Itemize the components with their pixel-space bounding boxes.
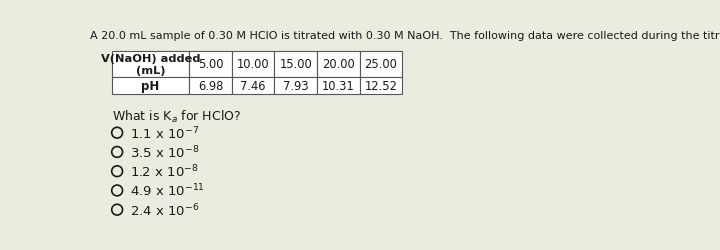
Text: 4.9 x 10$^{-11}$: 4.9 x 10$^{-11}$ <box>130 182 205 199</box>
Bar <box>189 78 232 94</box>
Bar <box>189 52 232 78</box>
Bar <box>274 78 317 94</box>
Bar <box>274 52 317 78</box>
Bar <box>232 52 274 78</box>
Bar <box>317 52 360 78</box>
Text: 3.5 x 10$^{-8}$: 3.5 x 10$^{-8}$ <box>130 144 199 160</box>
Text: 2.4 x 10$^{-6}$: 2.4 x 10$^{-6}$ <box>130 202 199 218</box>
Text: pH: pH <box>141 80 160 92</box>
Text: 6.98: 6.98 <box>198 80 223 92</box>
Bar <box>112 52 189 78</box>
Text: 15.00: 15.00 <box>279 58 312 71</box>
Text: A 20.0 mL sample of 0.30 M HClO is titrated with 0.30 M NaOH.  The following dat: A 20.0 mL sample of 0.30 M HClO is titra… <box>90 31 720 41</box>
Bar <box>112 78 189 94</box>
Bar <box>232 78 274 94</box>
Text: What is K$_a$ for HClO?: What is K$_a$ for HClO? <box>112 108 240 124</box>
Text: 7.46: 7.46 <box>240 80 266 92</box>
Text: V(NaOH) added
(mL): V(NaOH) added (mL) <box>101 53 200 76</box>
Text: 25.00: 25.00 <box>364 58 397 71</box>
Bar <box>317 78 360 94</box>
Text: 1.2 x 10$^{-8}$: 1.2 x 10$^{-8}$ <box>130 163 199 180</box>
Text: 20.00: 20.00 <box>322 58 355 71</box>
Text: 7.93: 7.93 <box>283 80 309 92</box>
Text: 5.00: 5.00 <box>198 58 223 71</box>
Text: 12.52: 12.52 <box>364 80 397 92</box>
Bar <box>360 78 402 94</box>
Text: 10.31: 10.31 <box>322 80 355 92</box>
Text: 10.00: 10.00 <box>237 58 269 71</box>
Bar <box>360 52 402 78</box>
Text: 1.1 x 10$^{-7}$: 1.1 x 10$^{-7}$ <box>130 125 199 142</box>
